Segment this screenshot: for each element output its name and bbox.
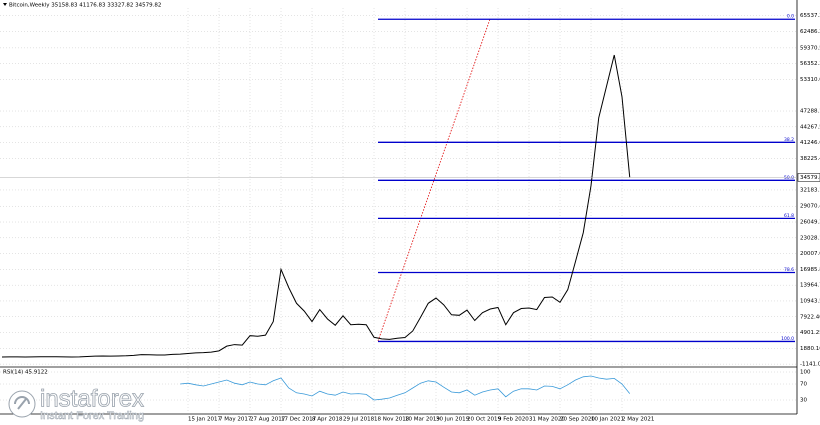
last-price-label: 34579.82 (800, 175, 820, 181)
x-tick-label: 7 May 2017 (219, 417, 252, 423)
y-tick-label: 7922.40 (800, 314, 820, 320)
fib-label: 78.6 (784, 267, 794, 273)
rsi-line (180, 375, 631, 401)
y-tick-label: 26049.30 (800, 220, 820, 226)
y-tick-label: 4901.25 (800, 330, 820, 336)
fib-label: 38.2 (784, 137, 794, 143)
watermark-brand: instaforex (40, 385, 144, 412)
x-tick-label: 20 Sep 2020 (560, 417, 595, 423)
fib-label: 100.0 (781, 336, 794, 342)
last-price-box (797, 173, 820, 182)
y-tick-label: 1880.10 (800, 346, 820, 352)
y-tick-label: 30 (800, 398, 807, 404)
y-tick-label: 44267.55 (800, 124, 820, 130)
price-line (1, 54, 631, 358)
symbol-icon (3, 3, 7, 6)
y-tick-label: 29070.45 (800, 204, 820, 210)
x-tick-label: 8 Apr 2018 (312, 417, 343, 423)
chart-title: Bitcoin,Weekly 35158.83 41176.83 33327.8… (9, 3, 161, 9)
x-tick-label: 18 Nov 2018 (374, 417, 410, 423)
y-tick-label: 10943.55 (800, 298, 820, 304)
y-tick-label: 23028.15 (800, 235, 820, 241)
grid (0, 8, 797, 412)
y-tick-label: 47288.10 (800, 109, 820, 115)
y-tick-label: 56352.35 (800, 61, 820, 67)
y-tick-label: 13964.70 (800, 283, 820, 289)
fib-label: 0.0 (787, 14, 794, 20)
y-tick-label: 38225.45 (800, 156, 820, 162)
y-tick-label: 32183.15 (800, 187, 820, 193)
x-tick-label: 9 Feb 2020 (498, 417, 529, 423)
x-tick-label: 15 Jan 2017 (188, 417, 221, 423)
watermark-tagline: Instant Forex Trading (40, 410, 144, 422)
y-tick-label: 41246.60 (800, 140, 820, 146)
y-tick-label: 59370.50 (800, 45, 820, 51)
plot: 0.0 38.2 50.0 61.8 78.6 100.0 (0, 14, 797, 401)
y-tick-label: 62486.20 (800, 29, 820, 35)
x-tick-label: 2 May 2021 (622, 417, 654, 423)
y-tick-label: 53310.05 (800, 77, 820, 83)
logo-mark (14, 396, 30, 410)
x-tick-label: 10 Mar 2019 (405, 417, 440, 423)
y-tick-label: 20007.00 (800, 251, 820, 257)
x-tick-label: 30 Jun 2019 (436, 417, 470, 423)
rsi-title: RSI(14) 45.9122 (3, 370, 48, 376)
y-tick-label: 65537.35 (800, 13, 820, 19)
y-tick-label: -1141.05 (800, 362, 820, 368)
x-tick-label: 17 Dec 2017 (281, 417, 317, 423)
x-tick-label: 27 Aug 2017 (250, 417, 286, 423)
y-tick-label: 100 (800, 370, 811, 376)
x-tick-label: 20 Oct 2019 (467, 417, 502, 423)
x-tick-label: 29 Jul 2018 (343, 417, 375, 423)
y-tick-label: 16985.85 (800, 267, 820, 273)
x-tick-label: 10 Jan 2021 (591, 417, 624, 423)
x-tick-label: 31 May 2020 (529, 417, 565, 423)
fib-label: 61.8 (784, 213, 794, 219)
fib-label: 50.0 (784, 175, 794, 181)
y-tick-label: 70 (800, 382, 807, 388)
